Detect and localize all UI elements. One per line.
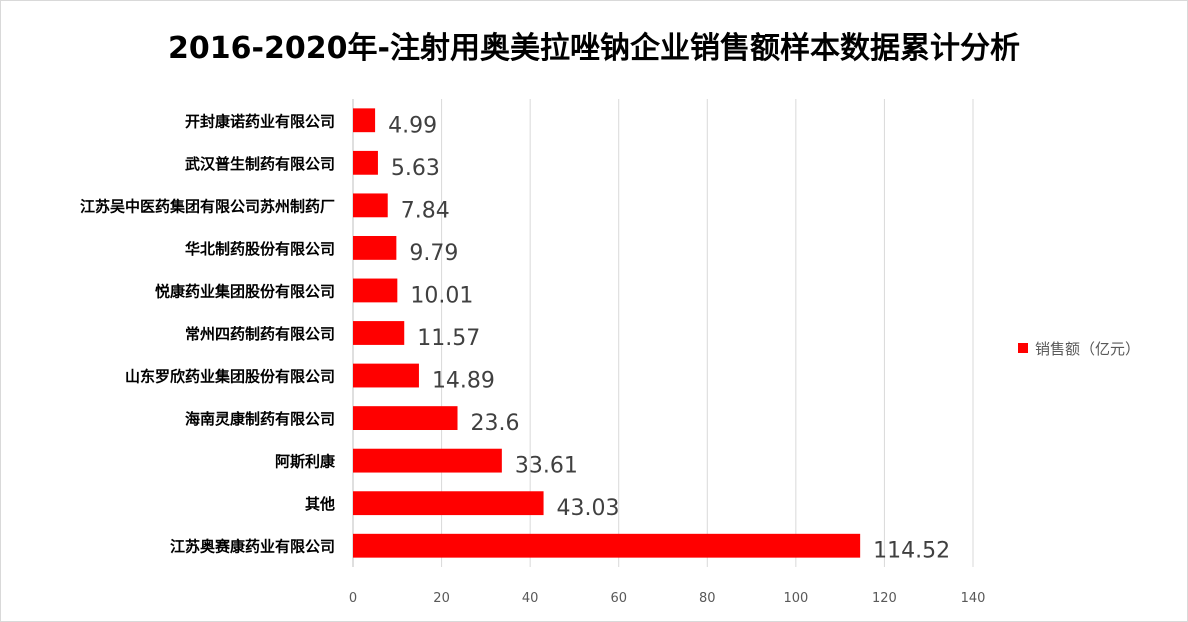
data-label: 9.79 bbox=[409, 241, 458, 266]
chart-title: 2016-2020年-注射用奥美拉唑钠企业销售额样本数据累计分析 bbox=[168, 31, 1020, 66]
category-label: 开封康诺药业有限公司 bbox=[185, 112, 335, 130]
x-tick-label: 20 bbox=[433, 591, 450, 606]
bar bbox=[353, 321, 405, 345]
data-label: 11.57 bbox=[417, 326, 480, 351]
legend: 销售额（亿元） bbox=[1018, 340, 1140, 358]
x-tick-labels: 0 20 40 60 80 100 120 140 bbox=[349, 591, 986, 606]
data-label: 114.52 bbox=[873, 539, 950, 564]
bar bbox=[353, 406, 458, 431]
legend-swatch bbox=[1018, 343, 1028, 353]
bar bbox=[353, 278, 398, 303]
category-label: 江苏奥赛康药业有限公司 bbox=[170, 538, 335, 556]
data-label: 7.84 bbox=[401, 198, 450, 223]
category-label: 华北制药股份有限公司 bbox=[185, 240, 335, 258]
bar bbox=[353, 448, 502, 473]
category-label: 山东罗欣药业集团股份有限公司 bbox=[125, 368, 335, 386]
category-labels: 开封康诺药业有限公司武汉普生制药有限公司江苏吴中医药集团有限公司苏州制药厂华北制… bbox=[80, 112, 336, 555]
bars bbox=[353, 108, 861, 558]
category-label: 常州四药制药有限公司 bbox=[185, 325, 335, 343]
bar bbox=[353, 363, 419, 388]
x-tick-label: 140 bbox=[961, 591, 986, 606]
legend-label: 销售额（亿元） bbox=[1035, 340, 1140, 358]
bar bbox=[353, 193, 388, 218]
data-label: 4.99 bbox=[388, 113, 437, 138]
data-label: 23.6 bbox=[471, 411, 520, 436]
category-label: 阿斯利康 bbox=[275, 453, 336, 471]
bar bbox=[353, 533, 861, 558]
bar bbox=[353, 150, 378, 175]
x-tick-label: 100 bbox=[783, 591, 808, 606]
x-tick-label: 80 bbox=[699, 591, 716, 606]
category-label: 江苏吴中医药集团有限公司苏州制药厂 bbox=[80, 197, 335, 215]
data-label: 33.61 bbox=[515, 454, 578, 479]
x-tick-label: 60 bbox=[610, 591, 627, 606]
category-label: 悦康药业集团股份有限公司 bbox=[155, 282, 335, 300]
value-labels: 4.99 5.63 7.84 9.79 10.01 11.57 14.89 23.6 33.61… bbox=[388, 113, 950, 563]
bar bbox=[353, 235, 397, 260]
data-label: 43.03 bbox=[557, 496, 620, 521]
data-label: 10.01 bbox=[410, 283, 473, 308]
x-tick-label: 0 bbox=[349, 591, 357, 606]
category-label: 海南灵康制药有限公司 bbox=[185, 410, 335, 428]
x-tick-label: 120 bbox=[872, 591, 897, 606]
data-label: 5.63 bbox=[391, 156, 440, 181]
category-label: 其他 bbox=[305, 495, 335, 513]
category-label: 武汉普生制药有限公司 bbox=[185, 155, 335, 173]
x-tick-label: 40 bbox=[522, 591, 539, 606]
data-label: 14.89 bbox=[432, 369, 495, 394]
bar bbox=[353, 108, 376, 133]
gridlines bbox=[352, 99, 974, 567]
bar bbox=[353, 491, 544, 516]
